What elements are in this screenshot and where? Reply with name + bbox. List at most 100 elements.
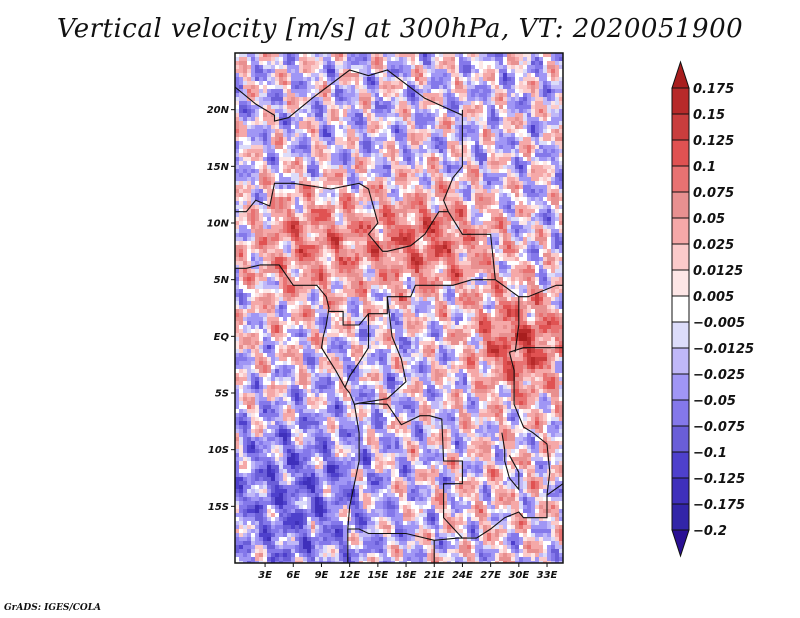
field-cell bbox=[531, 269, 535, 273]
field-cell bbox=[263, 81, 267, 85]
field-cell bbox=[527, 101, 531, 105]
field-cell bbox=[451, 141, 455, 145]
field-cell bbox=[539, 137, 543, 141]
field-cell bbox=[479, 61, 483, 65]
field-cell bbox=[363, 169, 367, 173]
field-cell bbox=[371, 197, 375, 201]
field-cell bbox=[311, 217, 315, 221]
field-cell bbox=[251, 257, 255, 261]
field-cell bbox=[335, 61, 339, 65]
field-cell bbox=[439, 89, 443, 93]
field-cell bbox=[399, 105, 403, 109]
field-cell bbox=[423, 225, 427, 229]
field-cell bbox=[287, 101, 291, 105]
field-cell bbox=[243, 225, 247, 229]
field-cell bbox=[371, 121, 375, 125]
field-cell bbox=[483, 281, 487, 285]
field-cell bbox=[279, 185, 283, 189]
field-cell bbox=[359, 233, 363, 237]
field-cell bbox=[399, 125, 403, 129]
field-cell bbox=[271, 133, 275, 137]
field-cell bbox=[483, 193, 487, 197]
field-cell bbox=[479, 193, 483, 197]
field-cell bbox=[483, 125, 487, 129]
field-cell bbox=[495, 141, 499, 145]
field-cell bbox=[387, 261, 391, 265]
field-cell bbox=[323, 113, 327, 117]
field-cell bbox=[439, 65, 443, 69]
field-cell bbox=[315, 85, 319, 89]
field-cell bbox=[551, 117, 555, 121]
field-cell bbox=[467, 261, 471, 265]
field-cell bbox=[395, 249, 399, 253]
field-cell bbox=[475, 93, 479, 97]
field-cell bbox=[299, 217, 303, 221]
field-cell bbox=[351, 177, 355, 181]
field-cell bbox=[411, 157, 415, 161]
field-cell bbox=[547, 165, 551, 169]
field-cell bbox=[427, 253, 431, 257]
field-cell bbox=[447, 245, 451, 249]
field-cell bbox=[307, 217, 311, 221]
field-cell bbox=[423, 109, 427, 113]
field-cell bbox=[527, 181, 531, 185]
field-cell bbox=[247, 157, 251, 161]
field-cell bbox=[351, 193, 355, 197]
field-cell bbox=[367, 105, 371, 109]
field-cell bbox=[531, 161, 535, 165]
field-cell bbox=[547, 277, 551, 281]
field-cell bbox=[423, 237, 427, 241]
field-cell bbox=[507, 197, 511, 201]
field-cell bbox=[311, 69, 315, 73]
field-cell bbox=[367, 137, 371, 141]
field-cell bbox=[259, 217, 263, 221]
field-cell bbox=[303, 165, 307, 169]
field-cell bbox=[467, 133, 471, 137]
field-cell bbox=[339, 209, 343, 213]
field-cell bbox=[443, 77, 447, 81]
field-cell bbox=[239, 149, 243, 153]
field-cell bbox=[279, 217, 283, 221]
field-cell bbox=[539, 213, 543, 217]
field-cell bbox=[339, 165, 343, 169]
field-cell bbox=[259, 113, 263, 117]
field-cell bbox=[475, 157, 479, 161]
field-cell bbox=[387, 225, 391, 229]
field-cell bbox=[275, 257, 279, 261]
field-cell bbox=[295, 221, 299, 225]
field-cell bbox=[407, 233, 411, 237]
field-cell bbox=[331, 193, 335, 197]
field-cell bbox=[479, 93, 483, 97]
field-cell bbox=[519, 273, 523, 277]
field-cell bbox=[387, 129, 391, 133]
field-cell bbox=[427, 109, 431, 113]
field-cell bbox=[259, 265, 263, 269]
field-cell bbox=[351, 281, 355, 285]
field-cell bbox=[339, 153, 343, 157]
field-cell bbox=[399, 113, 403, 117]
field-cell bbox=[471, 109, 475, 113]
field-cell bbox=[347, 145, 351, 149]
field-cell bbox=[423, 97, 427, 101]
field-cell bbox=[283, 177, 287, 181]
field-cell bbox=[363, 57, 367, 61]
field-cell bbox=[555, 173, 559, 177]
field-cell bbox=[331, 253, 335, 257]
field-cell bbox=[299, 149, 303, 153]
field-cell bbox=[379, 245, 383, 249]
field-cell bbox=[299, 293, 303, 297]
field-cell bbox=[491, 233, 495, 237]
field-cell bbox=[427, 177, 431, 181]
field-cell bbox=[427, 141, 431, 145]
field-cell bbox=[483, 201, 487, 205]
field-cell bbox=[423, 233, 427, 237]
field-cell bbox=[251, 125, 255, 129]
field-cell bbox=[443, 209, 447, 213]
field-cell bbox=[523, 241, 527, 245]
field-cell bbox=[347, 197, 351, 201]
field-cell bbox=[523, 165, 527, 169]
field-cell bbox=[531, 229, 535, 233]
field-cell bbox=[503, 121, 507, 125]
field-cell bbox=[539, 209, 543, 213]
field-cell bbox=[471, 221, 475, 225]
